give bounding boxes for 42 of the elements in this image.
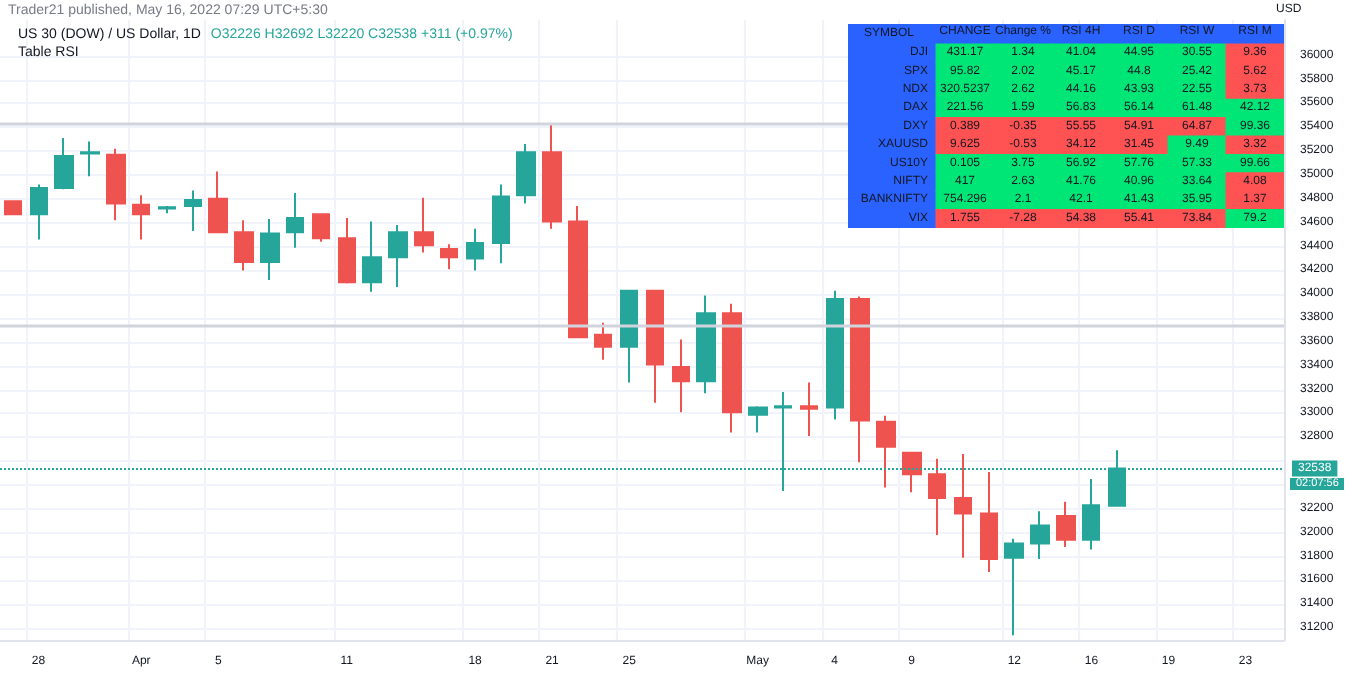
candlestick bbox=[1056, 500, 1076, 548]
candlestick bbox=[672, 338, 690, 414]
candlestick bbox=[466, 227, 484, 272]
candlestick bbox=[620, 289, 638, 384]
candlestick bbox=[696, 294, 716, 395]
candlestick bbox=[362, 220, 382, 293]
candlestick bbox=[800, 381, 818, 438]
candlestick bbox=[1004, 537, 1024, 637]
candlestick bbox=[876, 414, 896, 489]
candlestick bbox=[492, 183, 510, 265]
candlestick bbox=[1082, 478, 1100, 551]
candlestick bbox=[80, 140, 100, 178]
candlestick bbox=[516, 143, 536, 205]
candlestick bbox=[106, 147, 126, 222]
candlestick bbox=[928, 457, 946, 537]
candlestick bbox=[850, 295, 870, 464]
candlestick bbox=[184, 189, 202, 233]
candlestick bbox=[388, 224, 408, 289]
candlestick bbox=[748, 405, 768, 434]
candlestick bbox=[234, 219, 254, 272]
candlestick bbox=[722, 302, 742, 434]
candlestick bbox=[414, 196, 434, 254]
candlestick bbox=[646, 289, 664, 404]
candlestick bbox=[594, 321, 612, 361]
candlestick bbox=[208, 170, 228, 234]
candlestick bbox=[440, 243, 458, 271]
candlestick bbox=[54, 137, 74, 191]
candlestick bbox=[4, 200, 22, 216]
candlestick bbox=[954, 453, 972, 559]
candlestick bbox=[30, 183, 48, 241]
candlestick bbox=[260, 218, 280, 281]
candlestick bbox=[826, 289, 844, 421]
candlestick bbox=[1030, 510, 1050, 560]
candlestick bbox=[980, 470, 998, 574]
candlestick bbox=[902, 451, 922, 494]
candlestick bbox=[286, 191, 304, 249]
candlestick bbox=[542, 122, 562, 230]
candlestick bbox=[312, 212, 330, 243]
candlestick bbox=[158, 205, 176, 215]
candlestick bbox=[132, 194, 150, 241]
candlestick bbox=[338, 216, 356, 285]
candlestick bbox=[568, 205, 588, 339]
